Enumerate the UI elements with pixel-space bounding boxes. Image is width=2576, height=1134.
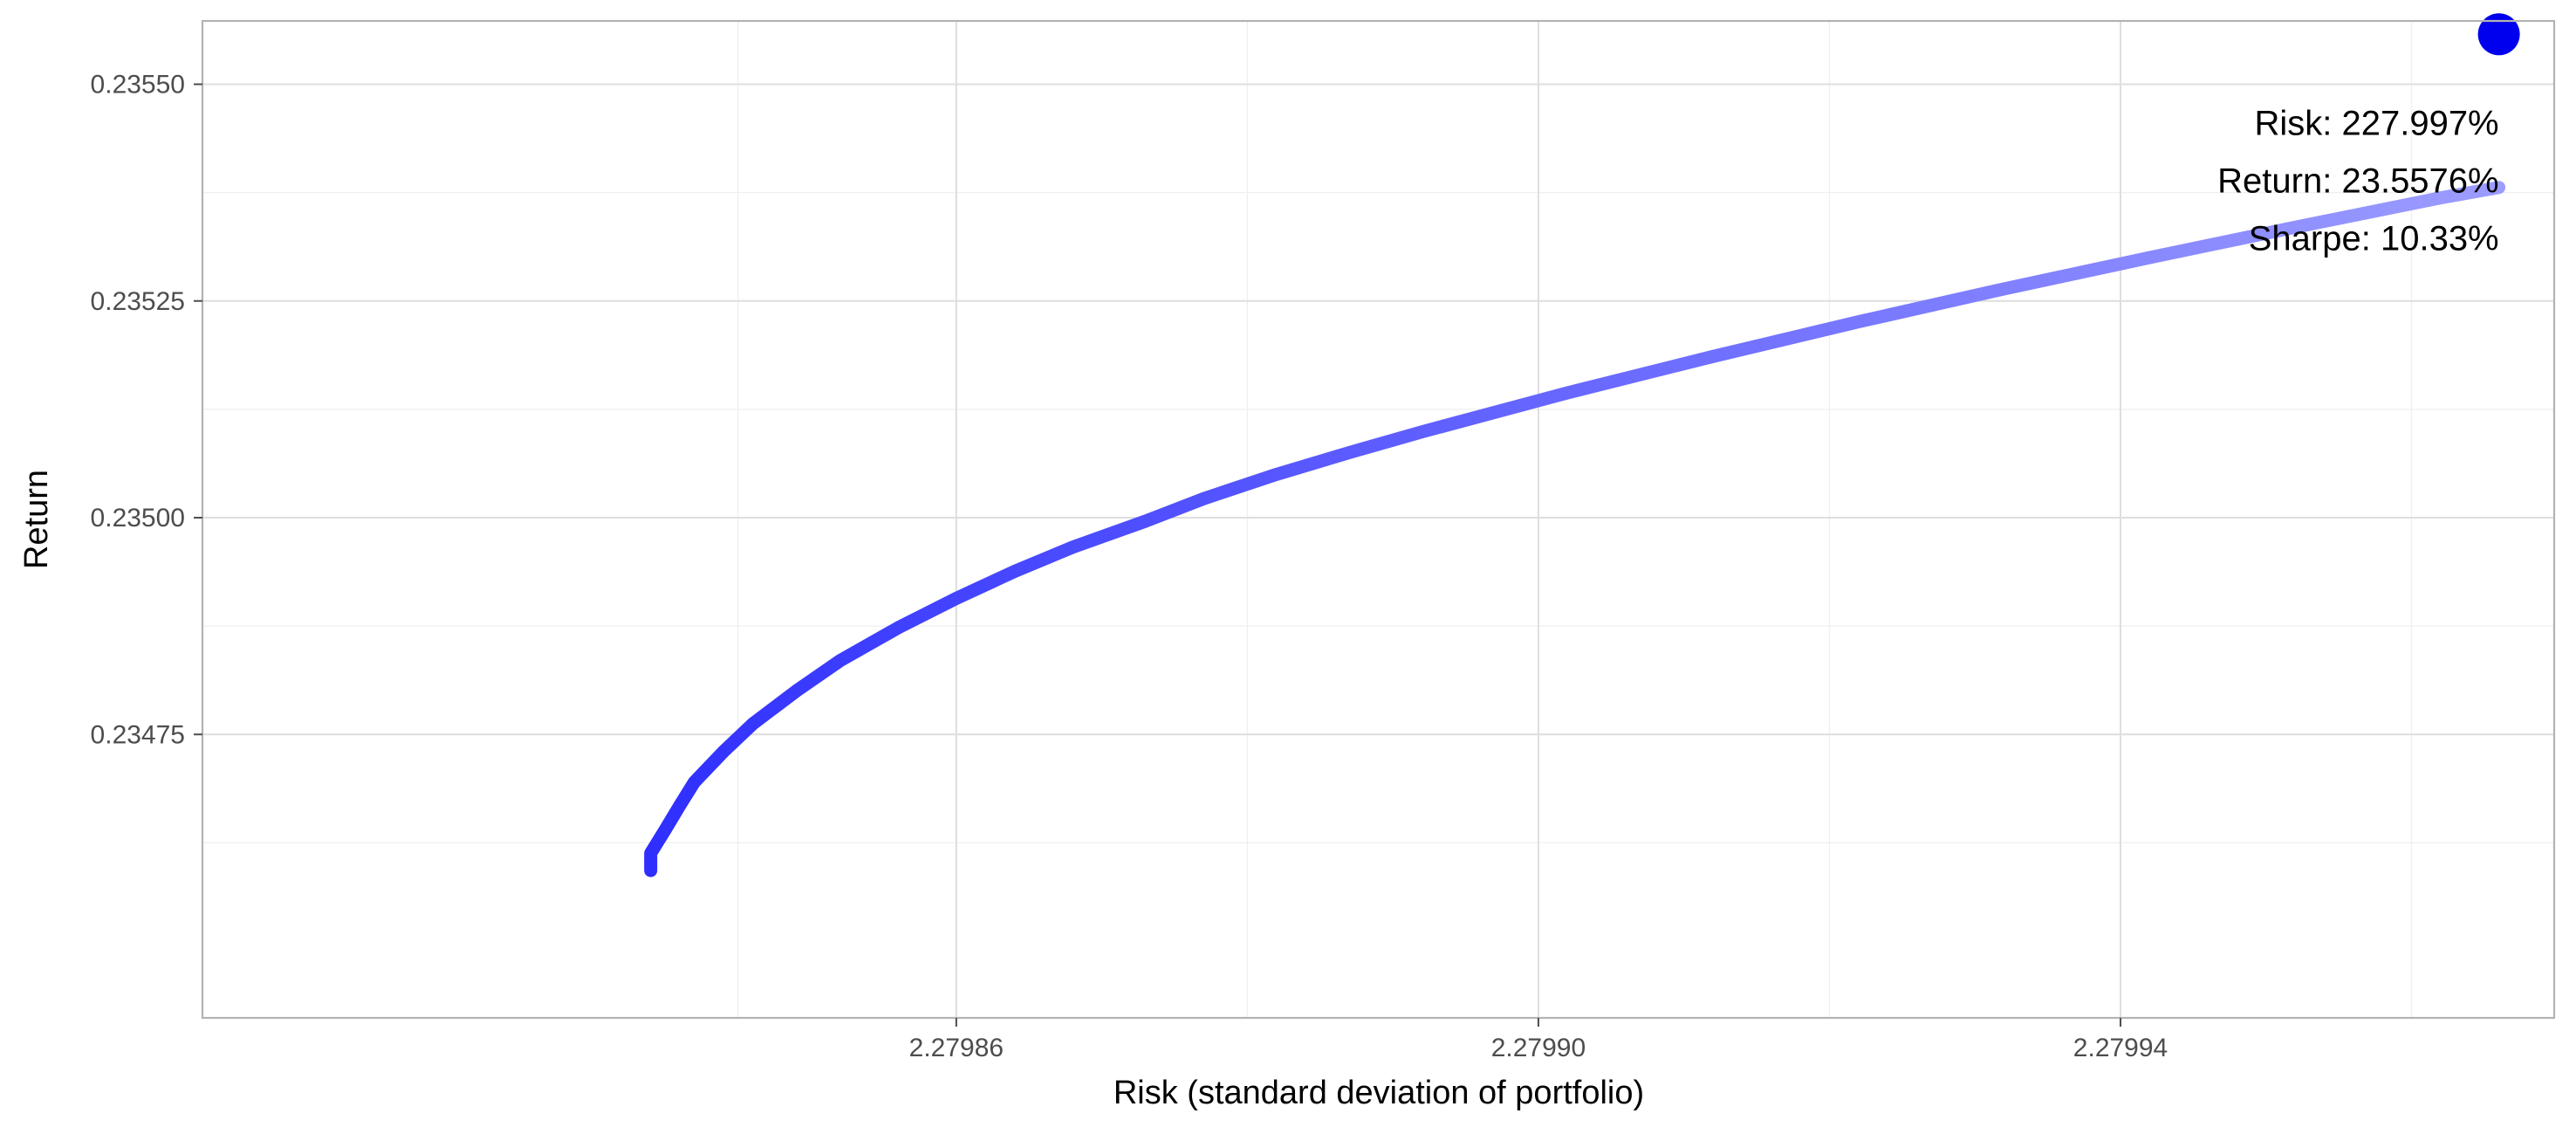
y-tick-label: 0.23500 [91, 504, 185, 533]
y-tick-label: 0.23525 [91, 287, 185, 316]
y-tick-label: 0.23550 [91, 70, 185, 99]
x-tick-label: 2.27990 [1491, 1034, 1586, 1062]
y-axis-ticks: 0.23475 0.23500 0.23525 0.23550 [91, 70, 202, 749]
major-gridlines [202, 21, 2554, 1018]
frontier-line [644, 181, 2506, 877]
x-axis-title: Risk (standard deviation of portfolio) [1113, 1075, 1644, 1111]
minor-gridlines [202, 21, 2554, 1018]
y-tick-label: 0.23475 [91, 720, 185, 749]
highlight-point [2477, 13, 2520, 56]
series-layer [644, 13, 2520, 877]
annotation-line: Sharpe: 10.33% [2249, 219, 2499, 258]
x-tick-label: 2.27986 [909, 1034, 1004, 1062]
annotation-block: Risk: 227.997% Return: 23.5576% Sharpe: 10… [2217, 104, 2498, 258]
x-axis-ticks: 2.27986 2.27990 2.27994 [909, 1018, 2168, 1062]
y-axis-title: Return [18, 470, 55, 569]
x-tick-label: 2.27994 [2073, 1034, 2168, 1062]
annotation-line: Risk: 227.997% [2254, 104, 2498, 142]
annotation-line: Return: 23.5576% [2217, 162, 2498, 200]
plot-panel-border [201, 19, 2556, 1020]
